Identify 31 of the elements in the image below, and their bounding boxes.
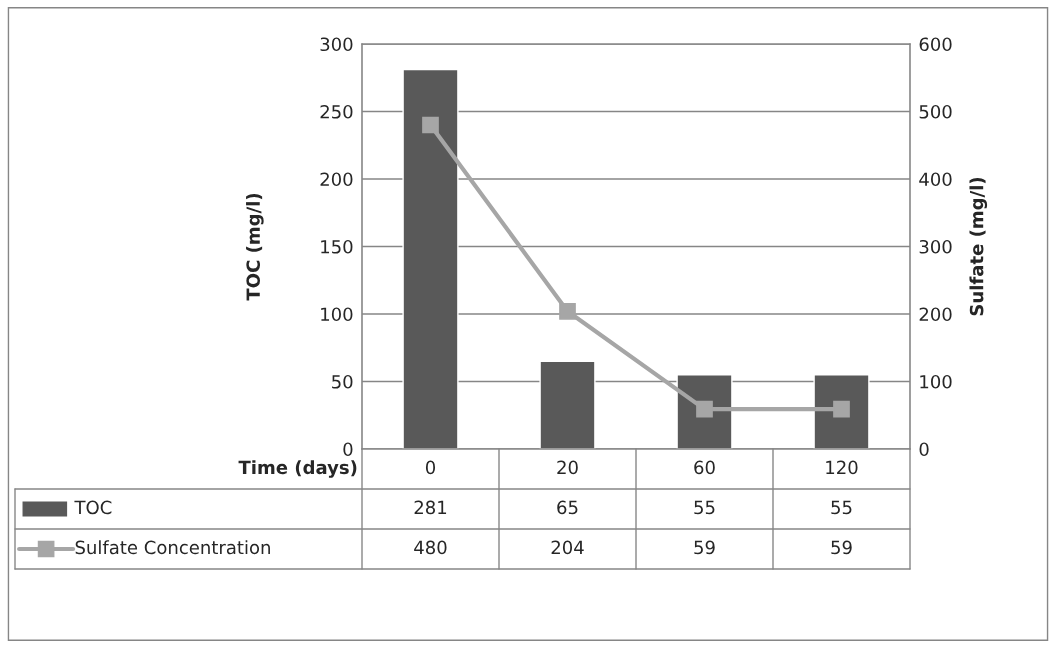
y-tick-label: 50 — [332, 374, 353, 389]
y-tick-label: 150 — [321, 239, 353, 254]
x-tick-label: 60 — [694, 460, 715, 475]
y-tick-label: 250 — [320, 104, 353, 119]
y2-tick-label: 200 — [919, 307, 952, 322]
y2-axis-title: Sulfate (mg/l) — [969, 177, 988, 316]
legend-label: Sulfate Concentration — [75, 540, 270, 555]
y2-tick-label: 0 — [919, 442, 929, 457]
x-tick-label: 0 — [425, 460, 436, 475]
y-tick-label: 0 — [343, 442, 353, 457]
legend-label: TOC — [74, 500, 112, 515]
y2-tick-label: 400 — [919, 172, 952, 187]
data-label: 55 — [831, 500, 852, 515]
y2-tick-label: 300 — [919, 239, 952, 254]
y-tick-label: 200 — [320, 172, 353, 187]
data-label: 204 — [551, 540, 584, 555]
y2-tick-label: 100 — [920, 374, 952, 389]
data-label: 59 — [694, 540, 715, 555]
y-tick-label: 100 — [321, 307, 353, 322]
data-label: 480 — [414, 540, 447, 555]
x-tick-label: 20 — [557, 460, 578, 475]
data-label: 65 — [557, 500, 578, 515]
data-label: 59 — [831, 540, 852, 555]
data-label: 55 — [694, 500, 715, 515]
data-label: 281 — [414, 500, 447, 515]
y-tick-label: 300 — [320, 37, 353, 52]
x-axis-title: Time (days) — [238, 460, 357, 478]
y2-tick-label: 500 — [919, 104, 952, 119]
y-axis-title: TOC (mg/l) — [246, 193, 264, 301]
x-tick-label: 120 — [826, 460, 858, 475]
y2-tick-label: 600 — [919, 37, 952, 52]
